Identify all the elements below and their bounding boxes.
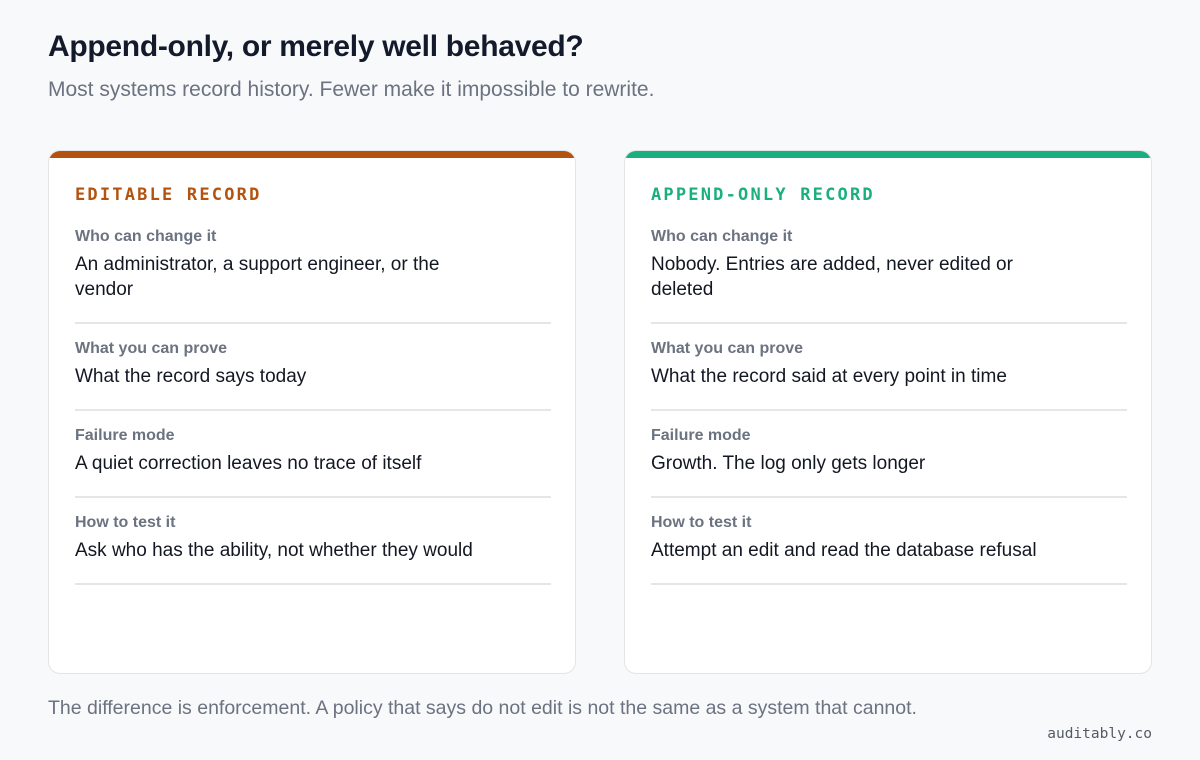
row-label: Who can change it <box>651 228 793 245</box>
row-who-can-change: Who can change it An administrator, a su… <box>75 227 551 324</box>
row-label: What you can prove <box>75 340 228 357</box>
row-what-you-can-prove: What you can prove What the record said … <box>651 339 1127 411</box>
row-how-to-test: How to test it Attempt an edit and read … <box>651 513 1127 585</box>
row-value: Nobody. Entries are added, never edited … <box>651 254 1013 300</box>
append-only-record-card: APPEND-ONLY RECORD Who can change it Nob… <box>624 150 1152 674</box>
row-how-to-test: How to test it Ask who has the ability, … <box>75 513 551 585</box>
row-value: What the record said at every point in t… <box>651 366 1007 387</box>
row-who-can-change: Who can change it Nobody. Entries are ad… <box>651 227 1127 324</box>
row-failure-mode: Failure mode Growth. The log only gets l… <box>651 426 1127 498</box>
row-value: A quiet correction leaves no trace of it… <box>75 453 422 474</box>
row-label: How to test it <box>75 514 176 531</box>
row-label: What you can prove <box>651 340 804 357</box>
card-accent-bar <box>625 151 1151 158</box>
row-value: What the record says today <box>75 366 307 387</box>
page-subtitle: Most systems record history. Fewer make … <box>48 78 655 101</box>
row-value: Growth. The log only gets longer <box>651 453 926 474</box>
footer-note: The difference is enforcement. A policy … <box>48 697 917 719</box>
row-label: Who can change it <box>75 228 217 245</box>
card-heading: EDITABLE RECORD <box>75 185 262 205</box>
row-failure-mode: Failure mode A quiet correction leaves n… <box>75 426 551 498</box>
row-value: An administrator, a support engineer, or… <box>75 254 440 300</box>
brand-domain: auditably.co <box>1047 726 1152 742</box>
row-label: Failure mode <box>651 427 751 444</box>
row-value: Ask who has the ability, not whether the… <box>75 540 473 561</box>
row-label: Failure mode <box>75 427 175 444</box>
card-accent-bar <box>49 151 575 158</box>
editable-record-card: EDITABLE RECORD Who can change it An adm… <box>48 150 576 674</box>
card-heading: APPEND-ONLY RECORD <box>651 185 875 205</box>
row-label: How to test it <box>651 514 752 531</box>
row-value: Attempt an edit and read the database re… <box>651 540 1037 561</box>
page-title: Append-only, or merely well behaved? <box>48 30 584 63</box>
row-what-you-can-prove: What you can prove What the record says … <box>75 339 551 411</box>
